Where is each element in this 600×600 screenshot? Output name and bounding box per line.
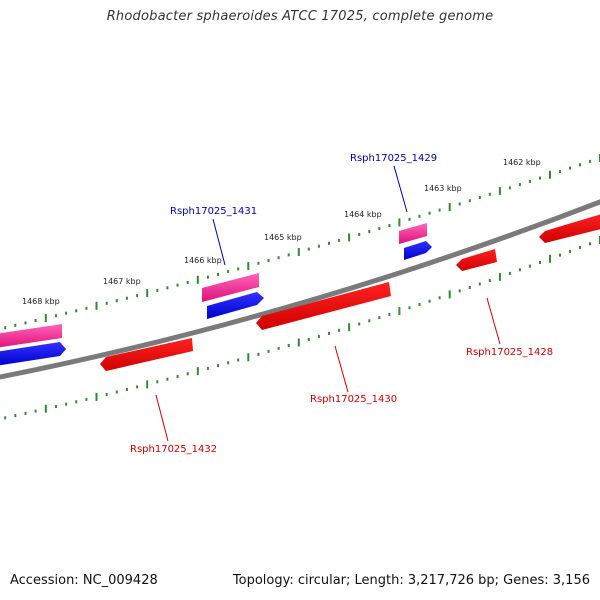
gene-label: Rsph17025_1429 [350,153,437,164]
kbp-label: 1462 kbp [503,158,541,167]
leader-line [212,218,226,266]
gene-feature-rsph17025-1428[interactable] [456,249,497,271]
map-title: Rhodobacter sphaeroides ATCC 17025, comp… [106,9,494,24]
gene-feature-right-partial[interactable] [539,213,600,243]
cds-feature-rsph17025-1431[interactable] [207,292,264,319]
forward-features [0,223,432,366]
gene-feature-rsph17025-1429[interactable] [399,223,427,244]
leader-line [486,297,501,345]
gene-label: Rsph17025_1432 [130,444,217,455]
accession-text: Accession: NC_009428 [10,573,158,588]
gene-label: Rsph17025_1428 [466,347,553,358]
gene-labels: Rsph17025_1429 Rsph17025_1431 Rsph17025_… [130,153,553,455]
gene-feature-rsph17025-1432[interactable] [100,338,193,371]
leader-line [334,345,349,393]
cds-feature-rsph17025-1429[interactable] [404,241,432,260]
kbp-label: 1463 kbp [424,184,462,193]
kbp-label: 1464 kbp [344,210,382,219]
leader-line [155,394,169,442]
reverse-features [100,213,600,371]
kbp-label: 1465 kbp [264,233,302,242]
genome-backbone [0,199,600,380]
kbp-label: 1466 kbp [184,256,222,265]
kbp-label: 1468 kbp [22,297,60,306]
scale-labels: 1468 kbp 1467 kbp 1466 kbp 1465 kbp 1464… [22,158,541,306]
genome-summary-text: Topology: circular; Length: 3,217,726 bp… [232,573,590,588]
cds-feature[interactable] [0,342,66,366]
gene-feature-rsph17025-1431[interactable] [202,273,259,302]
scale-ticks-outer [4,154,600,330]
scale-ticks-inner [4,236,600,420]
leader-line [393,165,408,213]
gene-label: Rsph17025_1430 [310,394,397,405]
label-leaders [155,165,501,442]
gene-feature-rsph17025-1430[interactable] [256,282,391,330]
gene-feature[interactable] [0,324,62,348]
gene-label: Rsph17025_1431 [170,206,257,217]
kbp-label: 1467 kbp [103,277,141,286]
